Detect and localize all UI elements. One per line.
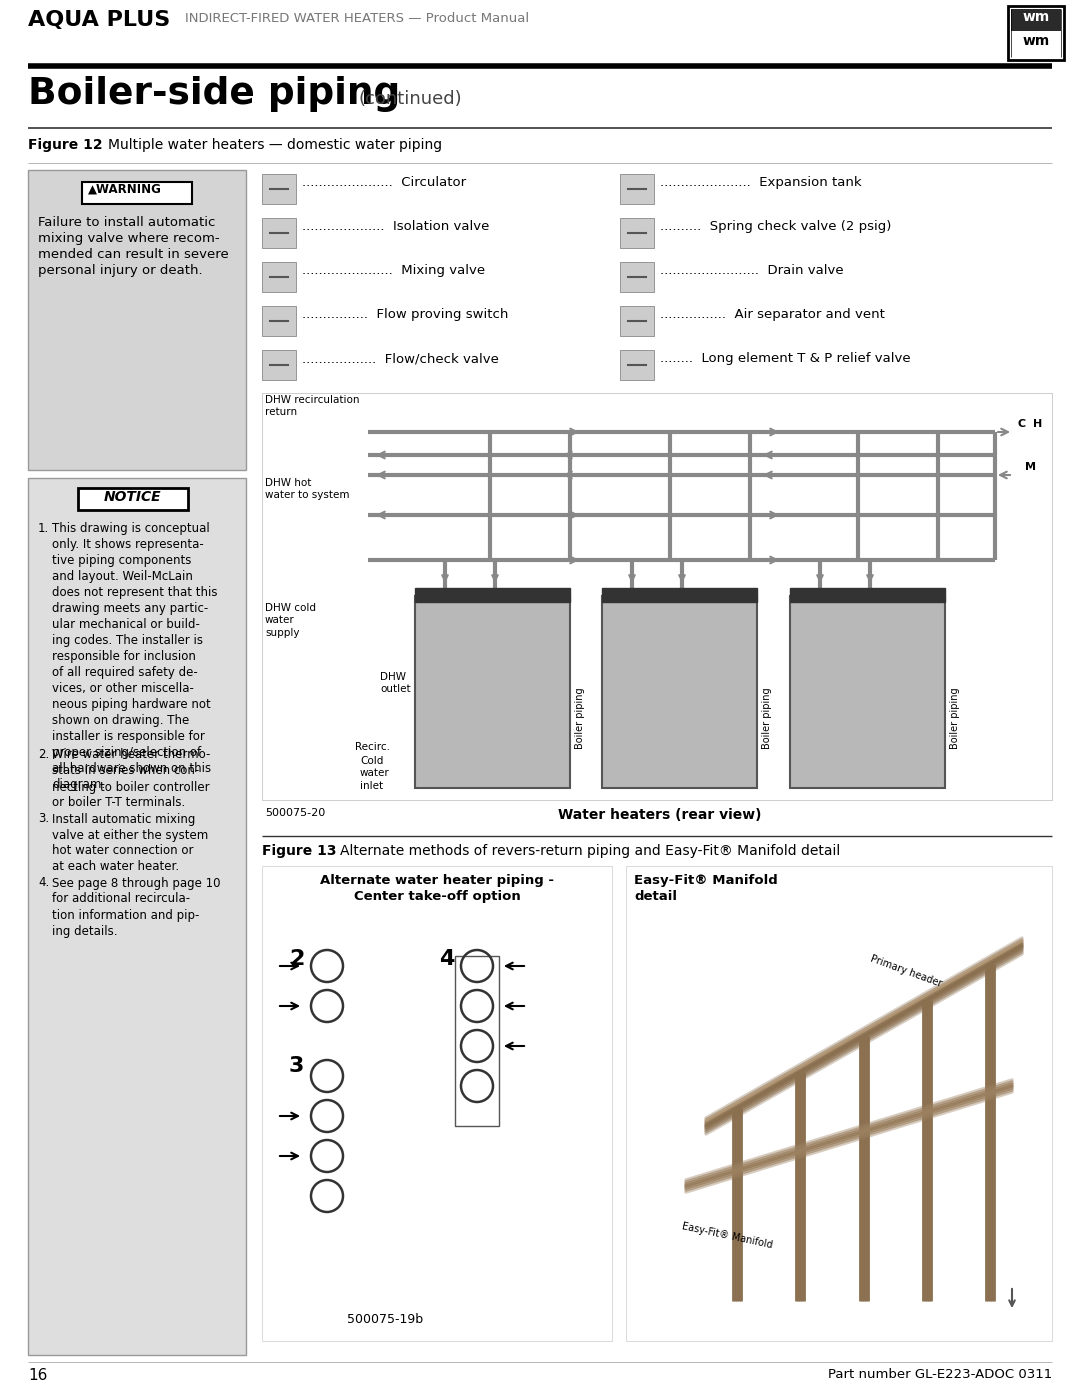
- Text: M: M: [1025, 462, 1036, 472]
- Text: ......................  Expansion tank: ...................... Expansion tank: [660, 176, 862, 189]
- Text: Figure 13: Figure 13: [262, 844, 337, 858]
- Bar: [262, 175, 296, 204]
- Bar: [602, 597, 757, 788]
- Bar: [620, 218, 654, 249]
- Bar: [262, 393, 1052, 800]
- Text: 16: 16: [28, 1368, 48, 1383]
- Text: See page 8 through page 10
for additional recircula-
tion information and pip-
i: See page 8 through page 10 for additiona…: [52, 876, 220, 937]
- Text: Multiple water heaters — domestic water piping: Multiple water heaters — domestic water …: [108, 138, 442, 152]
- Text: Install automatic mixing
valve at either the system
hot water connection or
at e: Install automatic mixing valve at either…: [52, 813, 208, 873]
- Bar: [1011, 8, 1061, 31]
- Text: ................  Flow proving switch: ................ Flow proving switch: [302, 307, 509, 321]
- Bar: [262, 306, 296, 337]
- Text: NOTICE: NOTICE: [104, 490, 162, 504]
- Text: C: C: [1017, 419, 1025, 429]
- Text: Cold
water
inlet: Cold water inlet: [360, 756, 390, 791]
- Text: H: H: [1032, 419, 1042, 429]
- Text: Alternate methods of revers-return piping and Easy-Fit® Manifold detail: Alternate methods of revers-return pipin…: [340, 844, 840, 858]
- Text: Failure to install automatic
mixing valve where recom-
mended can result in seve: Failure to install automatic mixing valv…: [38, 217, 229, 277]
- Bar: [415, 588, 570, 602]
- Bar: [28, 170, 246, 469]
- Text: Boiler piping: Boiler piping: [762, 687, 772, 749]
- Bar: [455, 956, 499, 1126]
- Text: DHW cold
water
supply: DHW cold water supply: [265, 604, 316, 638]
- Bar: [262, 263, 296, 292]
- Bar: [1008, 6, 1064, 60]
- Text: ▲WARNING: ▲WARNING: [87, 183, 162, 196]
- Bar: [620, 351, 654, 380]
- Text: Figure 12: Figure 12: [28, 138, 103, 152]
- Text: 1.: 1.: [38, 522, 50, 535]
- Bar: [262, 218, 296, 249]
- Text: 4: 4: [438, 949, 455, 970]
- Text: 4.: 4.: [38, 876, 50, 890]
- Text: ....................  Isolation valve: .................... Isolation valve: [302, 219, 489, 233]
- Text: ......................  Circulator: ...................... Circulator: [302, 176, 467, 189]
- Text: wm: wm: [1023, 10, 1050, 24]
- Text: Water heaters (rear view): Water heaters (rear view): [558, 807, 761, 821]
- Text: Part number GL-E223-ADOC 0311: Part number GL-E223-ADOC 0311: [827, 1368, 1052, 1382]
- Text: ..................  Flow/check valve: .................. Flow/check valve: [302, 352, 499, 365]
- Text: Boiler piping: Boiler piping: [575, 687, 585, 749]
- Bar: [620, 175, 654, 204]
- Text: Boiler-side piping: Boiler-side piping: [28, 75, 401, 112]
- Bar: [78, 488, 188, 510]
- Bar: [1011, 34, 1061, 57]
- Text: Recirc.: Recirc.: [355, 742, 390, 752]
- Text: 500075-20: 500075-20: [265, 807, 325, 819]
- Text: 3: 3: [289, 1056, 305, 1076]
- Text: (continued): (continued): [357, 89, 461, 108]
- Bar: [626, 866, 1052, 1341]
- Text: ..........  Spring check valve (2 psig): .......... Spring check valve (2 psig): [660, 219, 891, 233]
- Bar: [602, 588, 757, 602]
- Text: 2: 2: [289, 949, 305, 970]
- Text: Easy-Fit® Manifold
detail: Easy-Fit® Manifold detail: [634, 875, 778, 902]
- Text: INDIRECT-FIRED WATER HEATERS — Product Manual: INDIRECT-FIRED WATER HEATERS — Product M…: [185, 13, 529, 25]
- Text: ......................  Mixing valve: ...................... Mixing valve: [302, 264, 485, 277]
- Bar: [789, 588, 945, 602]
- Text: ................  Air separator and vent: ................ Air separator and vent: [660, 307, 885, 321]
- Bar: [82, 182, 192, 204]
- Bar: [262, 351, 296, 380]
- Bar: [620, 263, 654, 292]
- Text: wm: wm: [1023, 34, 1050, 47]
- Bar: [415, 597, 570, 788]
- Text: Alternate water heater piping -
Center take-off option: Alternate water heater piping - Center t…: [320, 875, 554, 902]
- Text: Boiler piping: Boiler piping: [950, 687, 960, 749]
- Text: ........  Long element T & P relief valve: ........ Long element T & P relief valve: [660, 352, 910, 365]
- Text: DHW hot
water to system: DHW hot water to system: [265, 478, 350, 500]
- Text: DHW
outlet: DHW outlet: [380, 672, 410, 694]
- Bar: [262, 866, 612, 1341]
- Text: ........................  Drain valve: ........................ Drain valve: [660, 264, 843, 277]
- Text: This drawing is conceptual
only. It shows representa-
tive piping components
and: This drawing is conceptual only. It show…: [52, 522, 217, 791]
- Text: 3.: 3.: [38, 813, 49, 826]
- Text: AQUA PLUS: AQUA PLUS: [28, 10, 171, 29]
- Bar: [28, 478, 246, 1355]
- Text: Easy-Fit® Manifold: Easy-Fit® Manifold: [681, 1221, 773, 1250]
- Bar: [620, 306, 654, 337]
- Text: 2.: 2.: [38, 749, 50, 761]
- Text: Primary header: Primary header: [869, 954, 943, 989]
- Text: Wire water heater thermo-
stats in series when con-
necting to boiler controller: Wire water heater thermo- stats in serie…: [52, 749, 211, 809]
- Text: DHW recirculation
return: DHW recirculation return: [265, 395, 360, 418]
- Bar: [789, 597, 945, 788]
- Text: 500075-19b: 500075-19b: [347, 1313, 423, 1326]
